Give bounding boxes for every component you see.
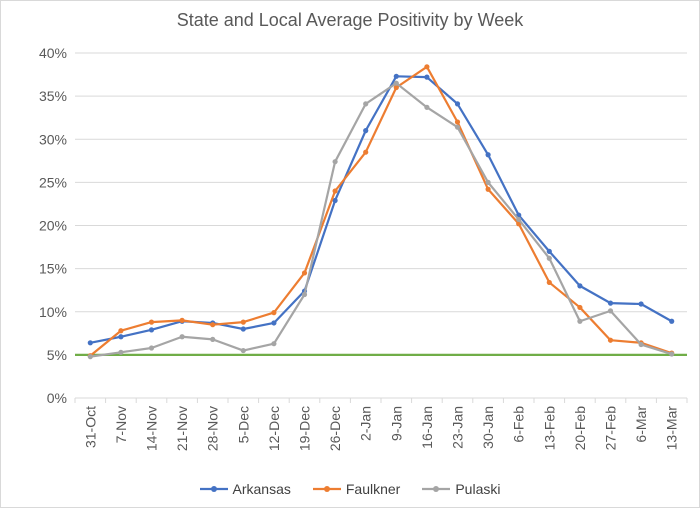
data-point-faulkner: [546, 279, 552, 286]
data-point-faulkner: [577, 304, 583, 311]
y-tick-label: 5%: [47, 347, 67, 363]
data-point-arkansas: [669, 318, 675, 324]
x-tick-label: 23-Jan: [450, 406, 466, 449]
y-tick-label: 10%: [39, 304, 67, 320]
x-tick-label: 13-Mar: [664, 406, 680, 451]
data-point-arkansas: [424, 74, 430, 80]
data-point-arkansas: [638, 301, 644, 307]
data-point-faulkner: [332, 188, 338, 194]
data-point-pulaski: [240, 347, 246, 354]
data-point-faulkner: [454, 119, 461, 125]
x-tick-label: 12-Dec: [266, 406, 282, 451]
data-point-arkansas: [363, 128, 369, 134]
x-tick-label: 7-Nov: [113, 406, 129, 443]
legend-item-arkansas: Arkansas: [199, 481, 291, 497]
data-point-arkansas: [546, 248, 552, 254]
data-point-faulkner: [271, 310, 277, 316]
data-point-faulkner: [148, 319, 155, 325]
data-point-pulaski: [271, 341, 277, 347]
data-point-faulkner: [393, 84, 399, 91]
y-tick-label: 30%: [39, 131, 67, 147]
y-tick-label: 20%: [39, 218, 67, 234]
data-point-faulkner: [363, 149, 369, 155]
data-point-arkansas: [118, 334, 124, 340]
data-point-pulaski: [148, 345, 155, 351]
data-point-pulaski: [607, 308, 614, 314]
data-point-pulaski: [454, 124, 461, 130]
data-point-pulaski: [638, 341, 644, 348]
data-point-pulaski: [669, 351, 675, 357]
x-tick-label: 16-Jan: [419, 406, 435, 449]
x-tick-label: 27-Feb: [603, 406, 619, 451]
x-tick-label: 6-Feb: [511, 406, 527, 443]
series-line-pulaski: [90, 82, 673, 358]
data-point-pulaski: [301, 291, 308, 298]
legend-label: Arkansas: [232, 481, 291, 497]
data-point-pulaski: [516, 216, 522, 223]
x-tick-label: 14-Nov: [144, 406, 160, 451]
legend-swatch-icon: [199, 486, 228, 492]
data-point-arkansas: [607, 300, 614, 306]
x-tick-label: 31-Oct: [82, 406, 98, 448]
y-tick-label: 35%: [39, 88, 67, 104]
x-tick-label: 21-Nov: [174, 406, 190, 451]
data-point-faulkner: [240, 319, 246, 325]
data-point-pulaski: [393, 80, 399, 86]
x-tick-label: 6-Mar: [633, 406, 649, 443]
legend: Arkansas Faulkner Pulaski: [1, 481, 699, 497]
legend-swatch-icon: [422, 486, 451, 492]
x-tick-label: 19-Dec: [297, 406, 313, 451]
data-point-pulaski: [87, 354, 93, 360]
data-point-pulaski: [118, 349, 124, 355]
data-point-pulaski: [179, 334, 185, 340]
x-tick-label: 30-Jan: [480, 406, 496, 449]
y-tick-label: 15%: [39, 261, 67, 277]
data-point-pulaski: [424, 104, 430, 110]
legend-item-pulaski: Pulaski: [422, 481, 500, 497]
x-tick-label: 26-Dec: [327, 406, 343, 451]
x-tick-label: 13-Feb: [541, 406, 557, 451]
data-point-faulkner: [607, 337, 614, 343]
data-point-pulaski: [485, 179, 491, 185]
data-point-faulkner: [210, 322, 216, 328]
data-point-faulkner: [179, 317, 185, 323]
data-point-pulaski: [546, 255, 552, 261]
data-point-faulkner: [301, 270, 308, 276]
data-point-faulkner: [118, 328, 124, 334]
data-point-pulaski: [332, 159, 338, 165]
data-point-arkansas: [485, 152, 491, 158]
data-point-faulkner: [424, 64, 430, 70]
x-tick-label: 5-Dec: [235, 406, 251, 443]
data-point-arkansas: [393, 73, 399, 79]
y-tick-label: 0%: [47, 390, 67, 406]
series-line-arkansas: [90, 75, 673, 344]
chart-title: State and Local Average Positivity by We…: [176, 10, 524, 30]
data-point-arkansas: [148, 327, 155, 333]
legend-label: Faulkner: [345, 481, 401, 497]
data-point-arkansas: [577, 283, 583, 289]
y-tick-label: 40%: [39, 45, 67, 61]
x-tick-label: 2-Jan: [358, 406, 374, 441]
data-point-arkansas: [271, 320, 277, 326]
legend-swatch-icon: [312, 486, 341, 492]
data-point-faulkner: [485, 186, 491, 192]
y-tick-label: 25%: [39, 174, 67, 190]
data-point-arkansas: [240, 326, 246, 332]
data-point-arkansas: [454, 101, 461, 107]
data-point-arkansas: [87, 340, 93, 346]
x-tick-label: 28-Nov: [205, 406, 221, 451]
data-point-pulaski: [210, 336, 216, 342]
data-point-pulaski: [363, 101, 369, 107]
legend-item-faulkner: Faulkner: [312, 481, 401, 497]
data-point-arkansas: [332, 197, 338, 204]
data-point-pulaski: [577, 318, 583, 324]
x-tick-label: 20-Feb: [572, 406, 588, 451]
x-tick-label: 9-Jan: [388, 406, 404, 441]
legend-label: Pulaski: [455, 481, 501, 497]
series-line-faulkner: [89, 65, 673, 357]
